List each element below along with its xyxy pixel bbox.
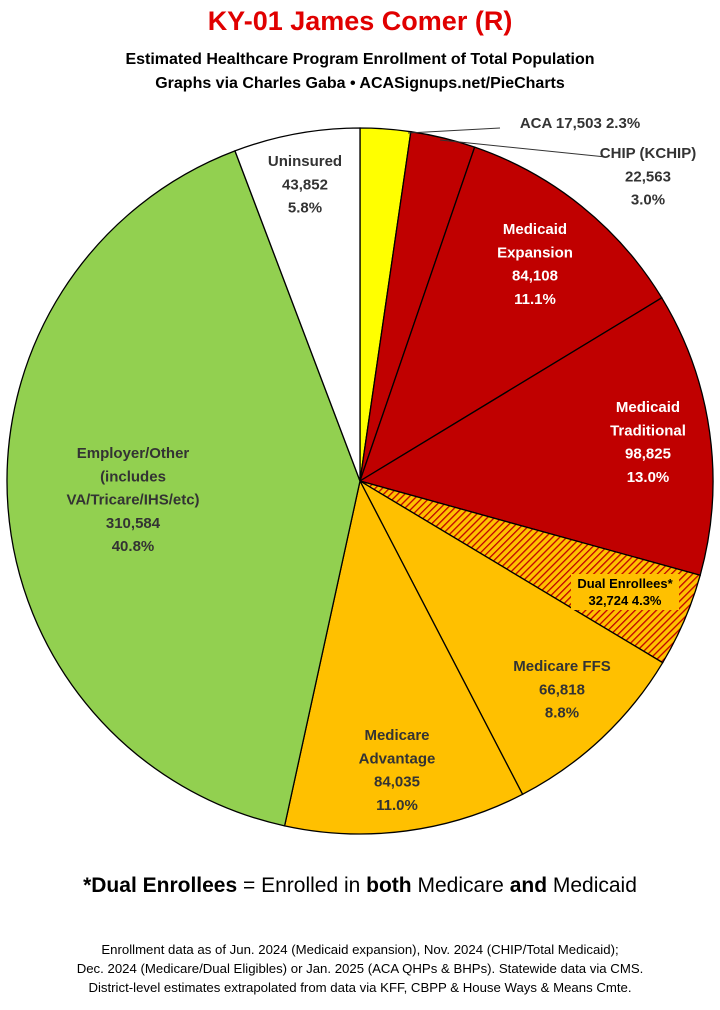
footnote-bold-2: and	[509, 874, 548, 897]
pie-slice-medicare-ffs	[358, 479, 664, 796]
slice-label-aca: ACA 17,503 2.3%	[520, 115, 640, 132]
slice-label-chip-kchip: CHIP (KCHIP) 22,563 3.0%	[600, 145, 696, 209]
leader-line-chip-kchip	[439, 139, 607, 158]
pie-slices	[6, 127, 714, 835]
slice-label-uninsured: Uninsured 43,852 5.8%	[268, 153, 342, 217]
leader-lines	[407, 127, 607, 158]
source-note-1: Enrollment data as of Jun. 2024 (Medicai…	[101, 942, 619, 957]
pie-slice-medicare-advantage	[283, 479, 524, 835]
chart-subtitle: Estimated Healthcare Program Enrollment …	[125, 51, 595, 68]
footnote-text-3: Medicaid	[547, 874, 637, 897]
footnote-bold-1: both	[366, 874, 412, 897]
chart-credit: Graphs via Charles Gaba • ACASignups.net…	[155, 75, 565, 92]
source-note-2: Dec. 2024 (Medicare/Dual Eligibles) or J…	[76, 961, 644, 976]
slice-label-dual-enrollees: Dual Enrollees* 32,724 4.3%	[577, 576, 673, 608]
leader-line-aca	[407, 127, 501, 134]
slice-label-medicare-advantage: Medicare Advantage 84,035 11.0%	[359, 727, 436, 814]
footnote-text-1: = Enrolled in	[237, 874, 367, 897]
slice-label-medicaid-traditional: Medicaid Traditional 98,825 13.0%	[610, 399, 686, 486]
slice-label-medicare-ffs: Medicare FFS 66,818 8.8%	[513, 658, 611, 722]
footnote-prefix: *	[83, 874, 92, 897]
footnote-text-2: Medicare	[411, 874, 510, 897]
pie-chart: ACA 17,503 2.3% CHIP (KCHIP) 22,563 3.0% Med…	[6, 115, 714, 835]
pie-slice-employer-other-includes-va-tricare-ihs-etc	[6, 150, 361, 827]
pie-slice-uninsured	[234, 127, 361, 482]
footnote-term: Dual Enrollees	[91, 874, 238, 897]
slice-label-employer-other-includes-va-tricare-ihs-etc: Employer/Other (includes VA/Tricare/IHS/et…	[66, 445, 199, 555]
slice-label-medicaid-expansion: Medicaid Expansion 84,108 11.1%	[497, 221, 573, 308]
pie-slice-medicaid-expansion	[358, 146, 663, 483]
slice-labels: ACA 17,503 2.3% CHIP (KCHIP) 22,563 3.0% Med…	[66, 115, 696, 814]
source-note-3: District-level estimates extrapolated fr…	[88, 980, 632, 995]
chart-title: KY-01 James Comer (R)	[207, 6, 513, 36]
dual-enrollees-footnote: *Dual Enrollees = Enrolled in both Medic…	[0, 874, 720, 898]
slice-label-background	[571, 574, 679, 610]
pie-slice-medicaid-traditional	[358, 296, 714, 577]
